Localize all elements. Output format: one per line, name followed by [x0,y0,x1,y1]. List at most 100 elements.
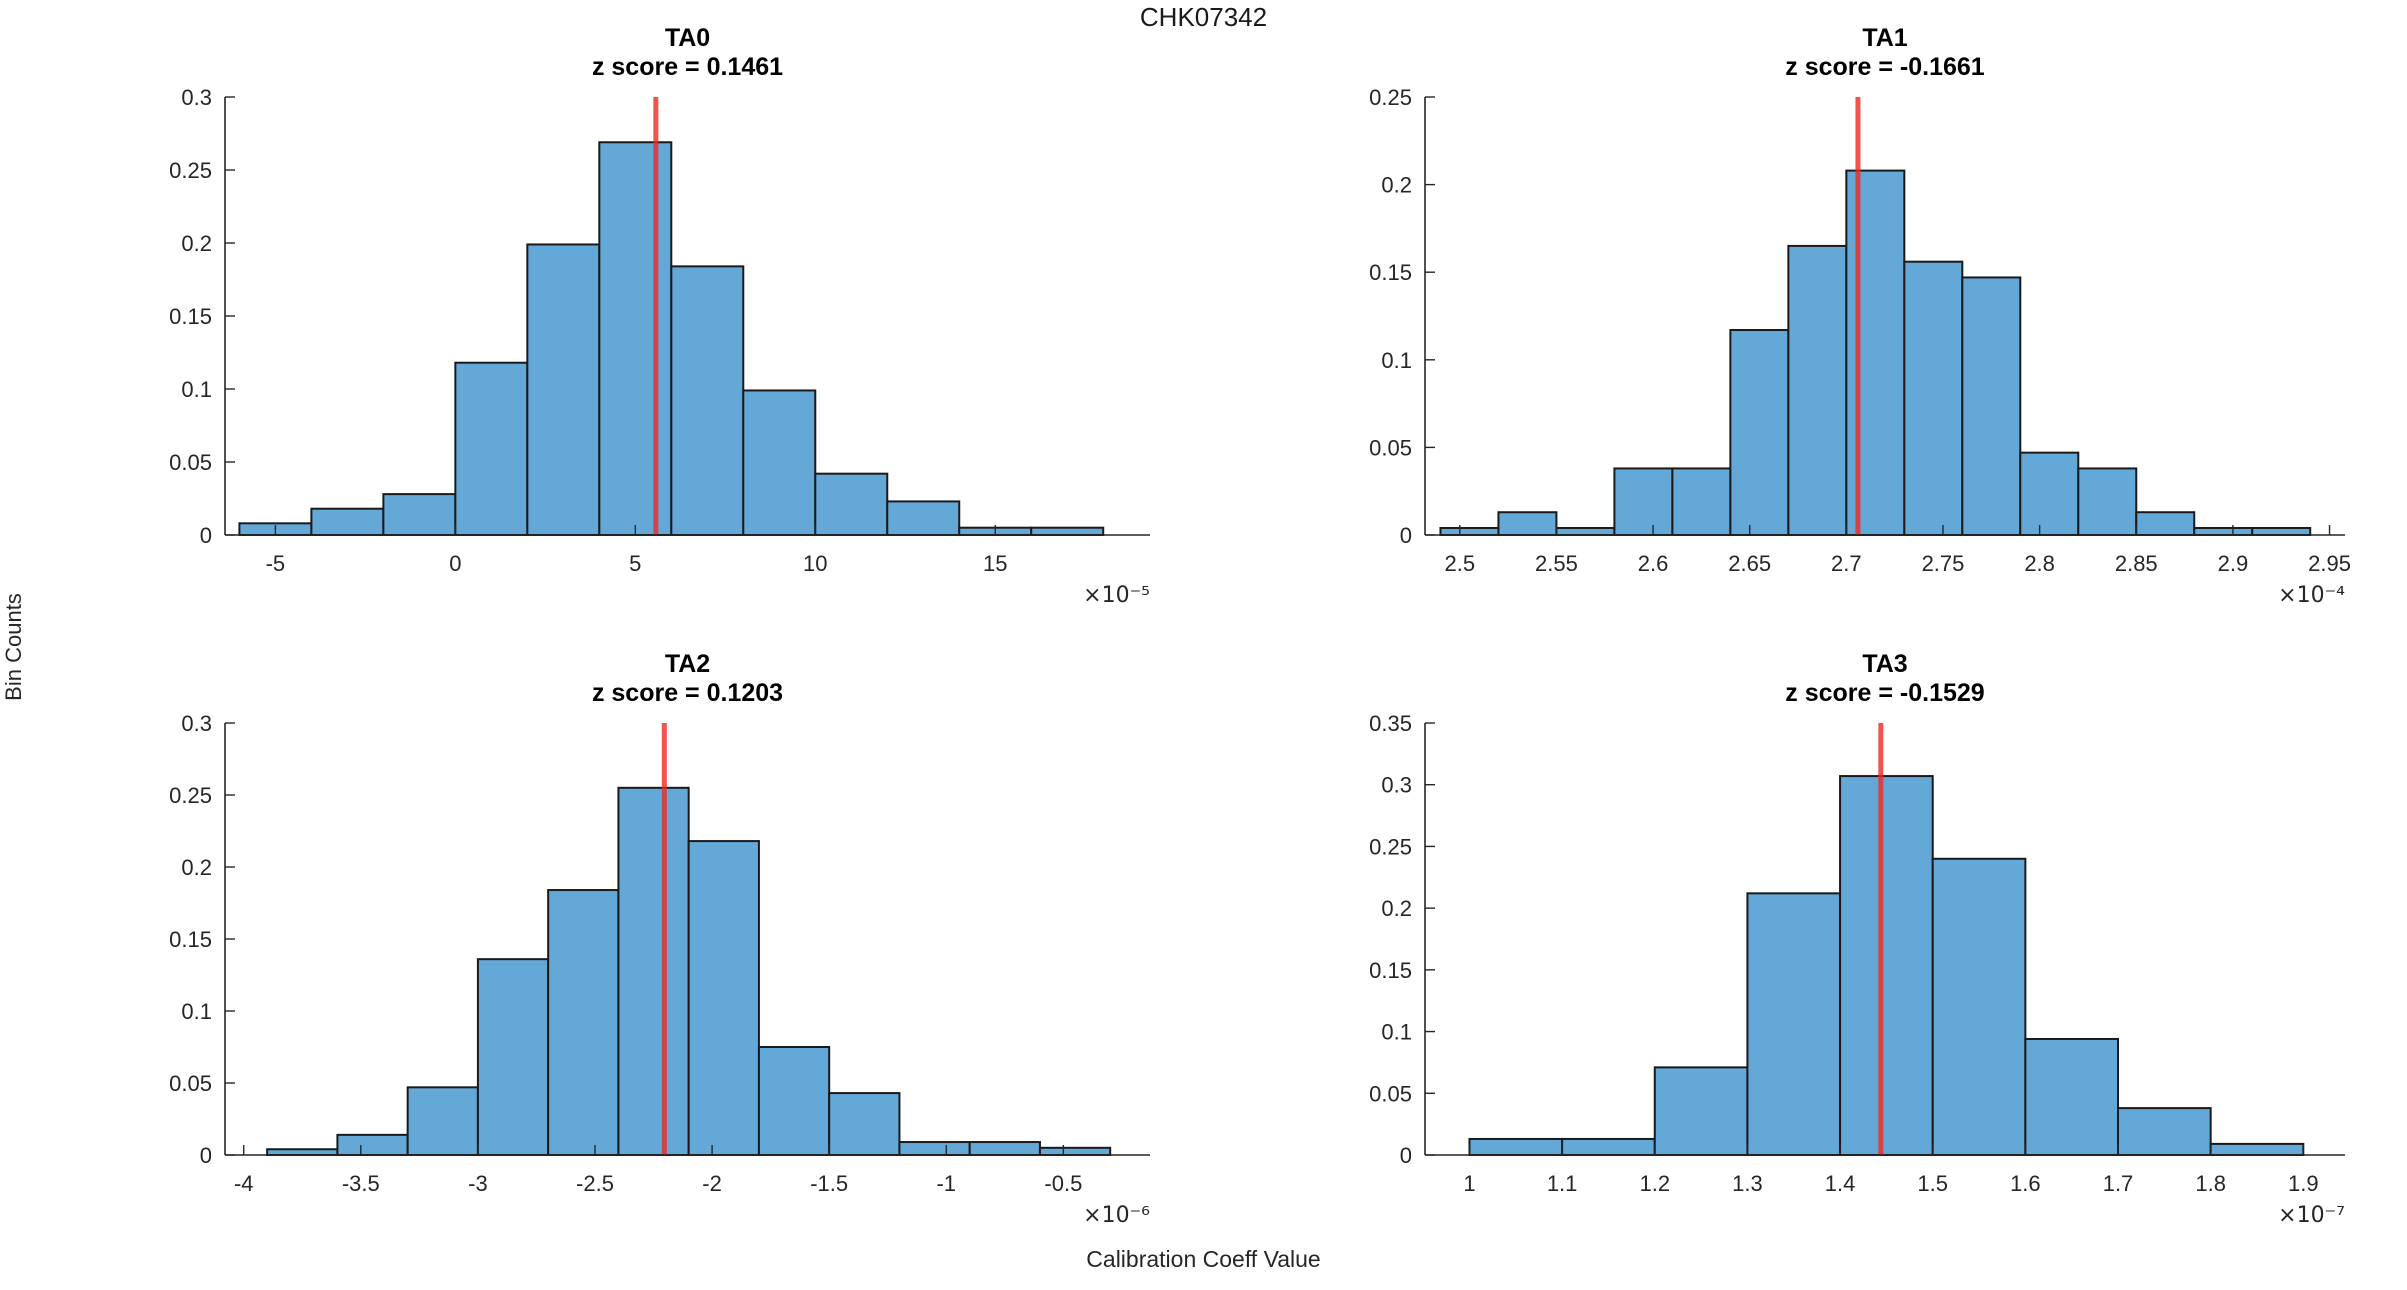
y-tick-label: 0.25 [169,158,212,183]
y-tick-label: 0.05 [169,450,212,475]
histogram-bar [617,786,690,1156]
histogram-bar [968,1141,1041,1157]
x-tick-label: 1.6 [2010,1171,2041,1196]
histogram-bar [310,507,385,537]
x-tick-label: 2.65 [1728,551,1771,576]
y-tick-label: 0.25 [1369,85,1412,110]
x-tick-label: 2.7 [1831,551,1862,576]
histogram-bar [2209,1142,2305,1157]
x-tick-label: 1.7 [2103,1171,2134,1196]
x-axis-exponent-ta3: ×10⁻⁷ [2278,1203,2345,1228]
subplot-title-ta3: TA3 [1862,650,1908,678]
histogram-bar [382,493,457,536]
x-tick-label: 5 [629,551,641,576]
histogram-bar [598,141,673,536]
y-tick-label: 0.3 [181,711,212,736]
histogram-bar [1038,1146,1112,1157]
x-tick-label: 1.1 [1547,1171,1578,1196]
x-tick-label: -1 [936,1171,956,1196]
x-tick-label: -3.5 [342,1171,380,1196]
y-tick-label: 0 [200,1143,212,1168]
x-axis-exponent-ta1: ×10⁻⁴ [2278,583,2345,608]
histogram-bar [2117,1107,2212,1157]
histogram-bar [1613,467,1674,537]
x-tick-label: 2.55 [1535,551,1578,576]
histogram-bar [2019,451,2080,537]
x-tick-label: -3 [468,1171,488,1196]
histogram-bar [1653,1066,1749,1157]
x-tick-label: 1 [1463,1171,1475,1196]
y-tick-label: 0 [1400,523,1412,548]
histogram-bar [2193,526,2254,537]
x-tick-label: 2.75 [1922,551,1965,576]
y-tick-label: 0 [1400,1143,1412,1168]
y-tick-label: 0.1 [181,377,212,402]
histogram-bar [2024,1037,2120,1157]
y-tick-label: 0.2 [1381,173,1412,198]
y-tick-label: 0.15 [169,304,212,329]
histogram-bar [1555,526,1616,537]
x-tick-label: 2.8 [2024,551,2055,576]
x-tick-label: 2.9 [2218,551,2249,576]
y-tick-label: 0.25 [1369,834,1412,859]
histogram-bar [2251,526,2312,537]
histogram-bar [1787,244,1848,536]
y-tick-label: 0.05 [1369,435,1412,460]
y-tick-label: 0.2 [181,231,212,256]
x-tick-label: 2.5 [1444,551,1475,576]
histogram-bar [742,389,817,536]
subplot-ta0: -5 0 5 10 15 0 0.05 0.1 0.15 0.2 0.25 0.3 [169,85,1150,576]
x-tick-label: -2.5 [576,1171,614,1196]
y-tick-label: 0.15 [1369,260,1412,285]
histogram-bar [687,840,760,1157]
x-axis-exponent-ta0: ×10⁻⁵ [1083,583,1150,608]
x-tick-label: 2.6 [1638,551,1669,576]
histogram-bar [670,265,745,536]
x-tick-label: -0.5 [1044,1171,1082,1196]
subplot-ta2: -4 -3.5 -3 -2.5 -2 -1.5 -1 -0.5 0 0.05 0.1 0.15 0.2 0… [169,711,1150,1196]
x-axis-label: Calibration Coeff Value [1086,1246,1321,1272]
subplot-zscore-ta2: z score = 0.1203 [591,679,784,707]
x-tick-label: 0 [449,551,461,576]
histogram-bar [1439,526,1500,537]
y-tick-label: 0.3 [1381,773,1412,798]
histogram-bar [1561,1137,1656,1157]
histogram-bar [406,1086,479,1156]
histogram-bar [1497,511,1558,536]
x-tick-label: 1.5 [1917,1171,1948,1196]
x-tick-label: 15 [983,551,1007,576]
subplot-title-ta1: TA1 [1862,24,1908,52]
x-tick-label: 1.2 [1639,1171,1670,1196]
x-tick-label: -4 [234,1171,254,1196]
x-tick-label: 10 [803,551,827,576]
y-tick-label: 0.2 [1381,896,1412,921]
y-tick-label: 0.1 [1381,348,1412,373]
histogram-bar [898,1141,971,1157]
y-tick-label: 0.05 [1369,1081,1412,1106]
y-tick-label: 0.1 [1381,1020,1412,1045]
histogram-bar [757,1046,831,1156]
y-tick-label: 0.05 [169,1071,212,1096]
histogram-bar [1903,260,1964,536]
x-tick-label: 1.4 [1825,1171,1856,1196]
histogram-bar [1729,329,1790,536]
histogram-bar [1746,892,1842,1156]
subplot-title-ta0: TA0 [664,24,711,52]
x-tick-label: -5 [266,551,286,576]
histogram-bar [547,889,620,1156]
x-tick-label: 2.85 [2115,551,2158,576]
subplot-title-ta2: TA2 [664,650,711,678]
histogram-bar [266,1148,339,1156]
histogram-bar [2135,511,2196,536]
x-axis-exponent-ta2: ×10⁻⁶ [1083,1203,1150,1228]
histogram-bar [814,472,889,536]
histogram-bar [336,1133,409,1156]
x-tick-label: 2.95 [2308,551,2351,576]
subplot-zscore-ta3: z score = -0.1529 [1785,679,1985,707]
subplot-ta3: 1 1.1 1.2 1.3 1.4 1.5 1.6 1.7 1.8 1.9 0 0.05 0.1 0.15… [1369,711,2345,1196]
histogram-bar [454,361,529,536]
x-tick-label: 1.9 [2288,1171,2319,1196]
histogram-bar [1671,467,1732,537]
